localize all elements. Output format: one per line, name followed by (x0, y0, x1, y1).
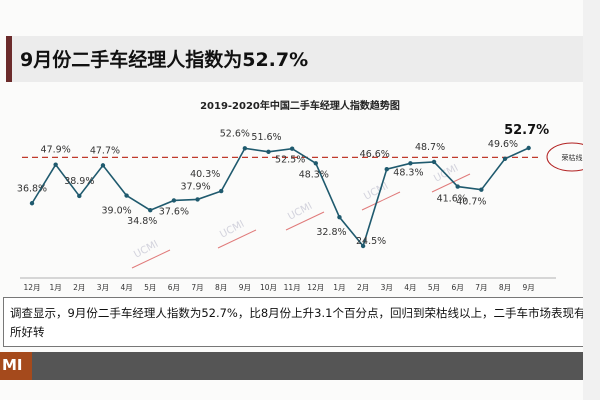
watermark-text: UCMI (286, 201, 314, 223)
x-tick-label: 12月 (23, 283, 40, 292)
data-label: 48.3% (393, 167, 423, 178)
data-label: 52.6% (220, 128, 250, 139)
x-tick-label: 1月 (50, 283, 62, 292)
data-label: 48.3% (299, 169, 329, 180)
data-label: 47.7% (90, 145, 120, 156)
footer-bar (0, 352, 600, 380)
watermark-underline (131, 249, 171, 269)
data-label: 52.7% (504, 123, 549, 138)
title-accent (6, 36, 12, 82)
slide-title: 9月份二手车经理人指数为52.7% (20, 49, 309, 71)
x-tick-label: 5月 (428, 283, 440, 292)
data-point (289, 146, 295, 151)
data-label: 40.7% (456, 197, 486, 208)
x-tick-label: 11月 (284, 283, 301, 292)
data-point (313, 161, 318, 166)
data-label: 24.5% (356, 236, 386, 247)
data-point (337, 214, 342, 220)
data-label: 51.6% (251, 132, 281, 143)
x-tick-label: 7月 (475, 283, 487, 292)
data-point (53, 162, 58, 167)
x-tick-label: 4月 (404, 283, 416, 292)
title-bar: 9月份二手车经理人指数为52.7% (6, 36, 594, 82)
data-point (219, 188, 224, 194)
data-point (384, 166, 389, 172)
data-label: 47.9% (41, 145, 71, 156)
reference-line-label: 荣枯线 (562, 153, 583, 162)
data-label: 36.8% (17, 183, 47, 194)
x-tick-label: 12月 (307, 283, 324, 292)
watermark-underline (361, 191, 401, 211)
data-point (266, 149, 271, 155)
data-label: 38.9% (64, 176, 94, 187)
data-point (77, 193, 82, 199)
data-label: 49.6% (488, 139, 518, 150)
x-tick-label: 10月 (260, 283, 277, 292)
footer-accent (0, 352, 32, 380)
data-point (502, 156, 508, 161)
x-tick-label: 4月 (120, 283, 132, 292)
x-tick-label: 7月 (191, 283, 203, 292)
data-point (124, 193, 129, 198)
data-label: 48.7% (415, 142, 445, 153)
x-tick-label: 5月 (144, 283, 156, 292)
data-point (242, 146, 248, 151)
watermark-text: UCMI (362, 181, 390, 203)
data-label: 32.8% (316, 227, 346, 238)
data-point (360, 243, 366, 249)
data-point (431, 159, 437, 165)
data-label: 37.9% (180, 181, 210, 192)
x-tick-label: 9月 (523, 283, 535, 292)
watermark-underline (431, 173, 471, 193)
x-tick-label: 9月 (239, 283, 251, 292)
data-point (455, 184, 460, 189)
x-tick-label: 3月 (97, 283, 109, 292)
data-label: 41.6% (437, 194, 467, 205)
series-line (31, 147, 529, 248)
data-point (100, 163, 106, 168)
x-tick-label: 3月 (381, 283, 393, 292)
x-tick-label: 6月 (452, 283, 464, 292)
data-point (195, 197, 200, 202)
x-tick-label: 6月 (168, 283, 180, 292)
summary-text: 调查显示，9月份二手车经理人指数为52.7%，比8月份上升3.1个百分点，回归到… (10, 306, 586, 339)
chart-title: 2019-2020年中国二手车经理人指数趋势图 (200, 101, 400, 112)
x-tick-label: 2月 (357, 283, 369, 292)
x-tick-label: 8月 (215, 283, 227, 292)
data-label: 46.6% (360, 149, 390, 160)
data-point (526, 145, 531, 151)
footer-logo: MI (2, 356, 23, 374)
data-label: 52.5% (275, 155, 305, 166)
watermark-text: UCMI (218, 219, 246, 241)
data-point (479, 187, 484, 192)
data-label: 40.3% (190, 169, 220, 180)
data-point (408, 161, 413, 166)
data-label: 39.0% (102, 206, 132, 217)
data-label: 37.6% (159, 206, 189, 217)
x-tick-label: 2月 (73, 283, 85, 292)
data-label: 34.8% (127, 216, 157, 227)
summary-box: 调查显示，9月份二手车经理人指数为52.7%，比8月份上升3.1个百分点，回归到… (3, 297, 597, 347)
data-point (148, 208, 153, 213)
watermark-underline (217, 229, 257, 249)
x-tick-label: 8月 (499, 283, 511, 292)
watermark-underline (285, 211, 325, 231)
x-tick-label: 1月 (333, 283, 345, 292)
data-point (171, 198, 177, 203)
right-edge (583, 0, 600, 400)
watermark-text: UCMI (132, 239, 160, 261)
data-point (29, 201, 35, 206)
